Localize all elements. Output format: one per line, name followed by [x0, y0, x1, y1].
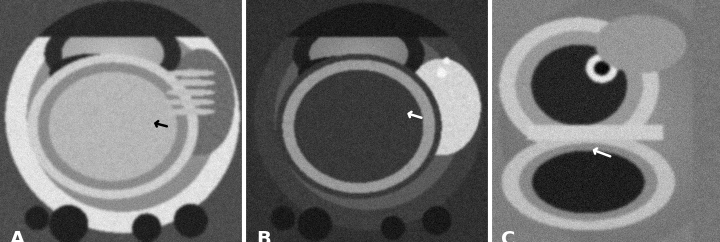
Text: B: B: [256, 230, 271, 242]
Text: A: A: [10, 230, 25, 242]
Text: C: C: [501, 230, 516, 242]
